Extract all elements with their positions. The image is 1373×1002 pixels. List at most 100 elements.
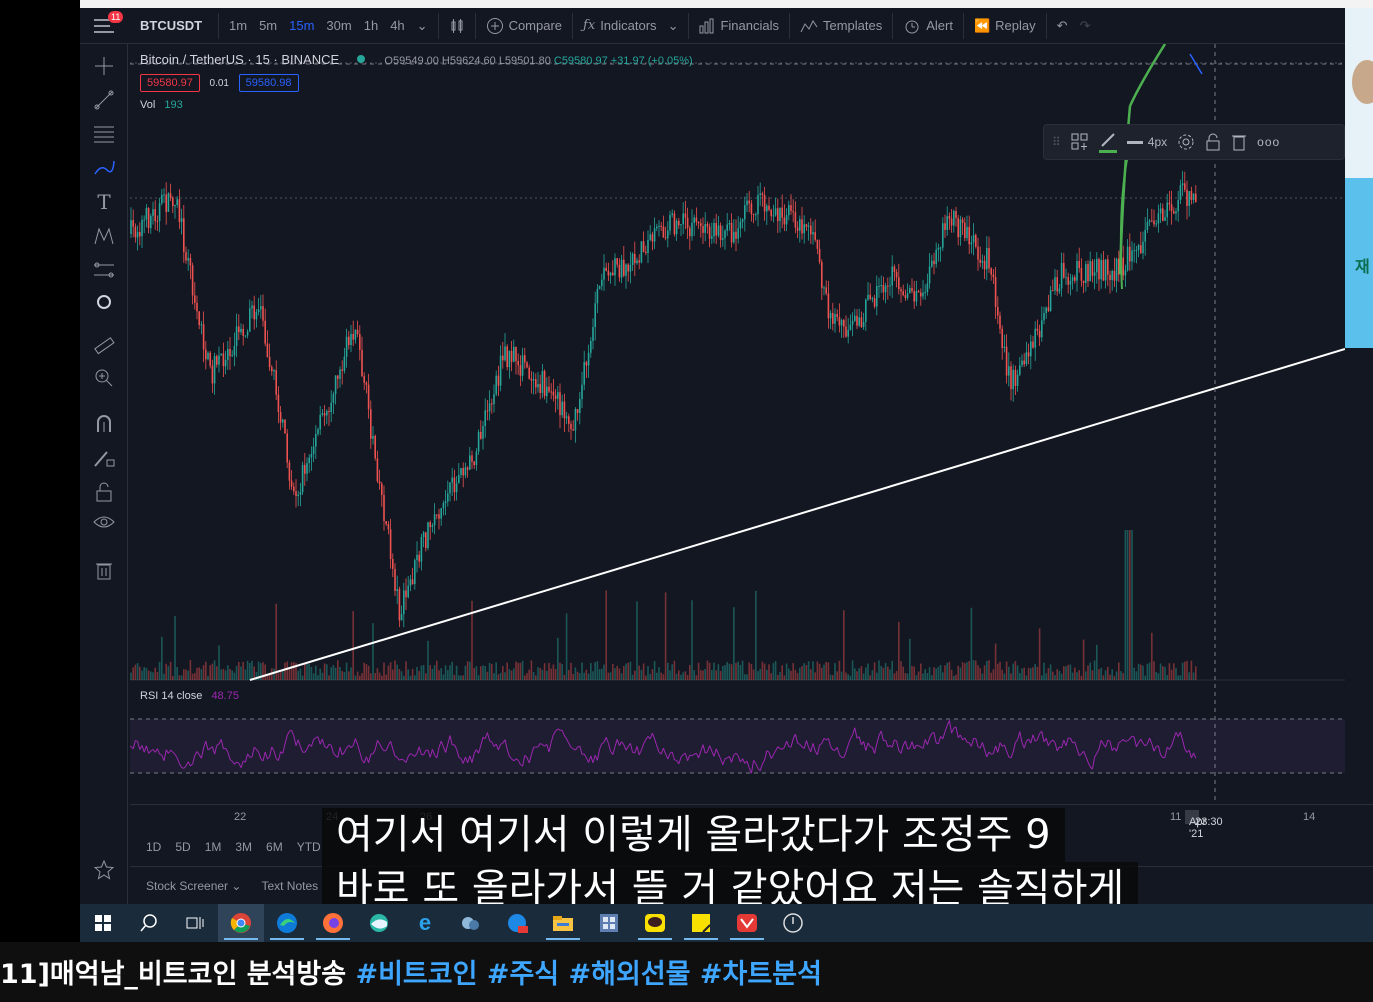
line-width-button[interactable]: 4px <box>1126 135 1167 149</box>
rsi-segment <box>464 756 469 763</box>
favorites-tool[interactable] <box>92 858 116 882</box>
interval-1h[interactable]: 1h <box>363 18 379 33</box>
range-3m[interactable]: 3M <box>235 840 253 854</box>
rsi-segment <box>185 761 189 767</box>
windows-logo-icon <box>95 915 111 931</box>
volume-bar <box>1102 675 1105 680</box>
templates-button[interactable]: Templates <box>794 18 888 34</box>
rsi-segment <box>887 744 891 748</box>
candle <box>526 362 528 368</box>
shape-tool[interactable] <box>92 290 116 314</box>
tab-stock-screener[interactable]: Stock Screener ⌄ <box>146 878 242 893</box>
task-view-button[interactable] <box>172 904 218 942</box>
interval-dropdown-chevron-icon[interactable]: ⌄ <box>416 17 428 33</box>
lock-all-drawings-tool[interactable] <box>92 480 116 504</box>
app-9[interactable] <box>586 904 632 942</box>
firefox-app[interactable] <box>310 904 356 942</box>
chat-icon <box>645 914 665 932</box>
edge-app[interactable] <box>264 904 310 942</box>
tradingview-screen: 11 BTCUSDT 1m 5m 15m 30m 1h 4h ⌄ Compare… <box>80 0 1373 942</box>
interval-1m[interactable]: 1m <box>229 18 248 33</box>
rsi-segment <box>618 741 623 746</box>
drag-handle-icon[interactable]: ⠿ <box>1052 135 1061 149</box>
range-6m[interactable]: 6M <box>266 840 283 854</box>
magnet-tool[interactable] <box>92 412 116 436</box>
lock-drawing-mode-tool[interactable] <box>92 446 116 470</box>
rsi-segment <box>313 737 317 740</box>
chrome-app[interactable] <box>218 904 264 942</box>
rsi-segment <box>306 744 310 750</box>
volume-bar <box>693 670 695 680</box>
measure-tool[interactable] <box>92 334 116 358</box>
buy-price-button[interactable]: 59580.98 <box>238 74 299 92</box>
rsi-segment <box>524 754 528 758</box>
app-6[interactable] <box>448 904 494 942</box>
fib-tool[interactable] <box>92 122 116 146</box>
symbol-title[interactable]: Bitcoin / TetherUS · 15 · BINANCE <box>140 52 340 67</box>
volume-bar <box>328 675 330 680</box>
hide-drawings-tool[interactable] <box>92 512 116 536</box>
interval-5m[interactable]: 5m <box>259 18 278 33</box>
more-options-icon[interactable]: ooo <box>1257 135 1281 149</box>
rsi-segment <box>183 765 187 769</box>
app-12[interactable] <box>724 904 770 942</box>
chart-pane[interactable]: Bitcoin / TetherUS · 15 · BINANCE O59549… <box>130 44 1345 804</box>
search-button[interactable] <box>126 904 172 942</box>
symbol-search[interactable]: BTCUSDT <box>140 18 203 33</box>
video-title[interactable]: 11]매억남_비트코인 분석방송 #비트코인 #주식 #해외선물 #차트분석 <box>0 942 1373 1002</box>
line-color-button[interactable] <box>1098 132 1117 153</box>
candle <box>1148 220 1151 223</box>
interval-30m[interactable]: 30m <box>326 18 352 33</box>
candle <box>695 217 698 222</box>
pattern-tool[interactable] <box>92 224 116 248</box>
time-label: 22 <box>234 811 247 823</box>
crosshair-tool[interactable] <box>92 54 116 78</box>
alert-button[interactable]: Alert <box>897 17 959 35</box>
video-hashtags[interactable]: #비트코인 #주식 #해외선물 #차트분석 <box>355 959 822 990</box>
chart-type-button[interactable] <box>443 18 471 34</box>
rsi-segment <box>273 750 277 759</box>
volume-bar <box>860 666 863 680</box>
sticky-notes-app[interactable] <box>678 904 724 942</box>
range-1d[interactable]: 1D <box>146 840 162 854</box>
unlock-icon[interactable] <box>1205 133 1221 151</box>
range-5d[interactable]: 5D <box>175 840 191 854</box>
gear-icon[interactable] <box>1177 133 1195 151</box>
app-7[interactable] <box>494 904 540 942</box>
indicators-button[interactable]: ƒx Indicators ⌄ <box>577 18 684 34</box>
candle <box>1019 365 1021 375</box>
trash-icon[interactable] <box>1231 133 1247 151</box>
tab-text-notes[interactable]: Text Notes <box>261 878 319 893</box>
internet-explorer-app[interactable]: e <box>402 904 448 942</box>
rsi-segment <box>590 755 594 763</box>
text-tool[interactable]: T <box>92 190 116 214</box>
chart-legend: Bitcoin / TetherUS · 15 · BINANCE O59549… <box>140 52 693 111</box>
brush-tool[interactable] <box>92 156 116 180</box>
volume-bar <box>935 668 937 680</box>
range-ytd[interactable]: YTD <box>296 840 321 854</box>
replay-button[interactable]: ⏪ Replay <box>968 18 1042 34</box>
trend-line-tool[interactable] <box>92 88 116 112</box>
remove-drawings-tool[interactable] <box>92 558 116 582</box>
undo-button[interactable]: ↶ <box>1051 18 1074 34</box>
main-menu-button[interactable]: 11 <box>80 8 128 44</box>
interval-15m[interactable]: 15m <box>289 18 315 33</box>
interval-4h[interactable]: 4h <box>390 18 405 33</box>
zoom-tool[interactable] <box>92 366 116 390</box>
file-explorer-app[interactable] <box>540 904 586 942</box>
sell-price-button[interactable]: 59580.97 <box>140 74 200 92</box>
rsi-segment <box>1054 742 1058 752</box>
templates-grid-icon[interactable] <box>1071 133 1089 151</box>
rsi-segment <box>766 750 770 753</box>
financials-button[interactable]: Financials <box>693 18 785 34</box>
redo-button[interactable]: ↷ <box>1074 18 1097 34</box>
price-chart[interactable] <box>130 44 1345 804</box>
prediction-tool[interactable] <box>92 258 116 282</box>
app-13[interactable] <box>770 904 816 942</box>
range-1m[interactable]: 1M <box>204 840 222 854</box>
volume-bar <box>845 672 847 680</box>
compare-button[interactable]: Compare <box>480 17 568 35</box>
kakaotalk-app[interactable] <box>632 904 678 942</box>
start-button[interactable] <box>80 904 126 942</box>
app-4[interactable] <box>356 904 402 942</box>
